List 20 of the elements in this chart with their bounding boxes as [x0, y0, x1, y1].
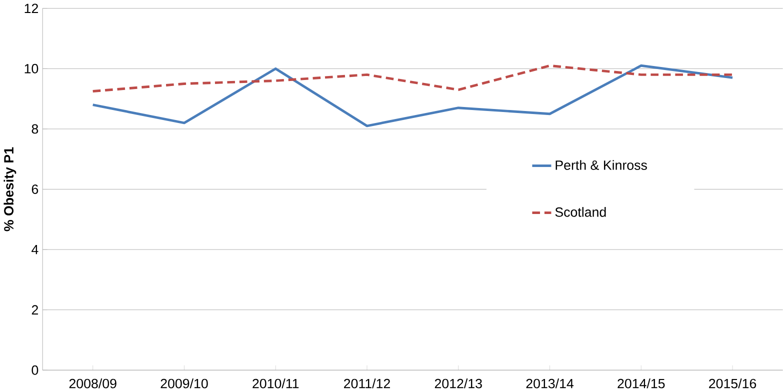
x-tick-label: 2014/15 [618, 378, 665, 388]
y-tick-label: 10 [24, 64, 38, 74]
line-series [92, 64, 734, 128]
y-tick-label: 12 [24, 4, 38, 14]
x-tick-label: 2009/10 [160, 378, 208, 388]
y-tick-label: 6 [32, 184, 38, 194]
y-tick-label: 0 [32, 365, 38, 375]
x-tick-label: 2015/16 [709, 378, 756, 388]
line-series [92, 64, 734, 92]
x-tick-label: 2013/14 [526, 378, 574, 388]
x-tick-label: 2010/11 [252, 378, 299, 388]
x-tick-label: 2008/09 [69, 378, 116, 388]
y-tick-label: 8 [32, 124, 38, 134]
y-axis-title: % Obesity P1 [4, 147, 16, 232]
legend-label: Perth & Kinross [556, 160, 647, 170]
y-tick-label: 4 [32, 244, 38, 254]
x-tick-label: 2011/12 [344, 378, 390, 388]
x-tick-label: 2012/13 [434, 378, 482, 388]
y-tick-label: 2 [32, 305, 38, 314]
legend-label: Scotland [555, 207, 606, 217]
